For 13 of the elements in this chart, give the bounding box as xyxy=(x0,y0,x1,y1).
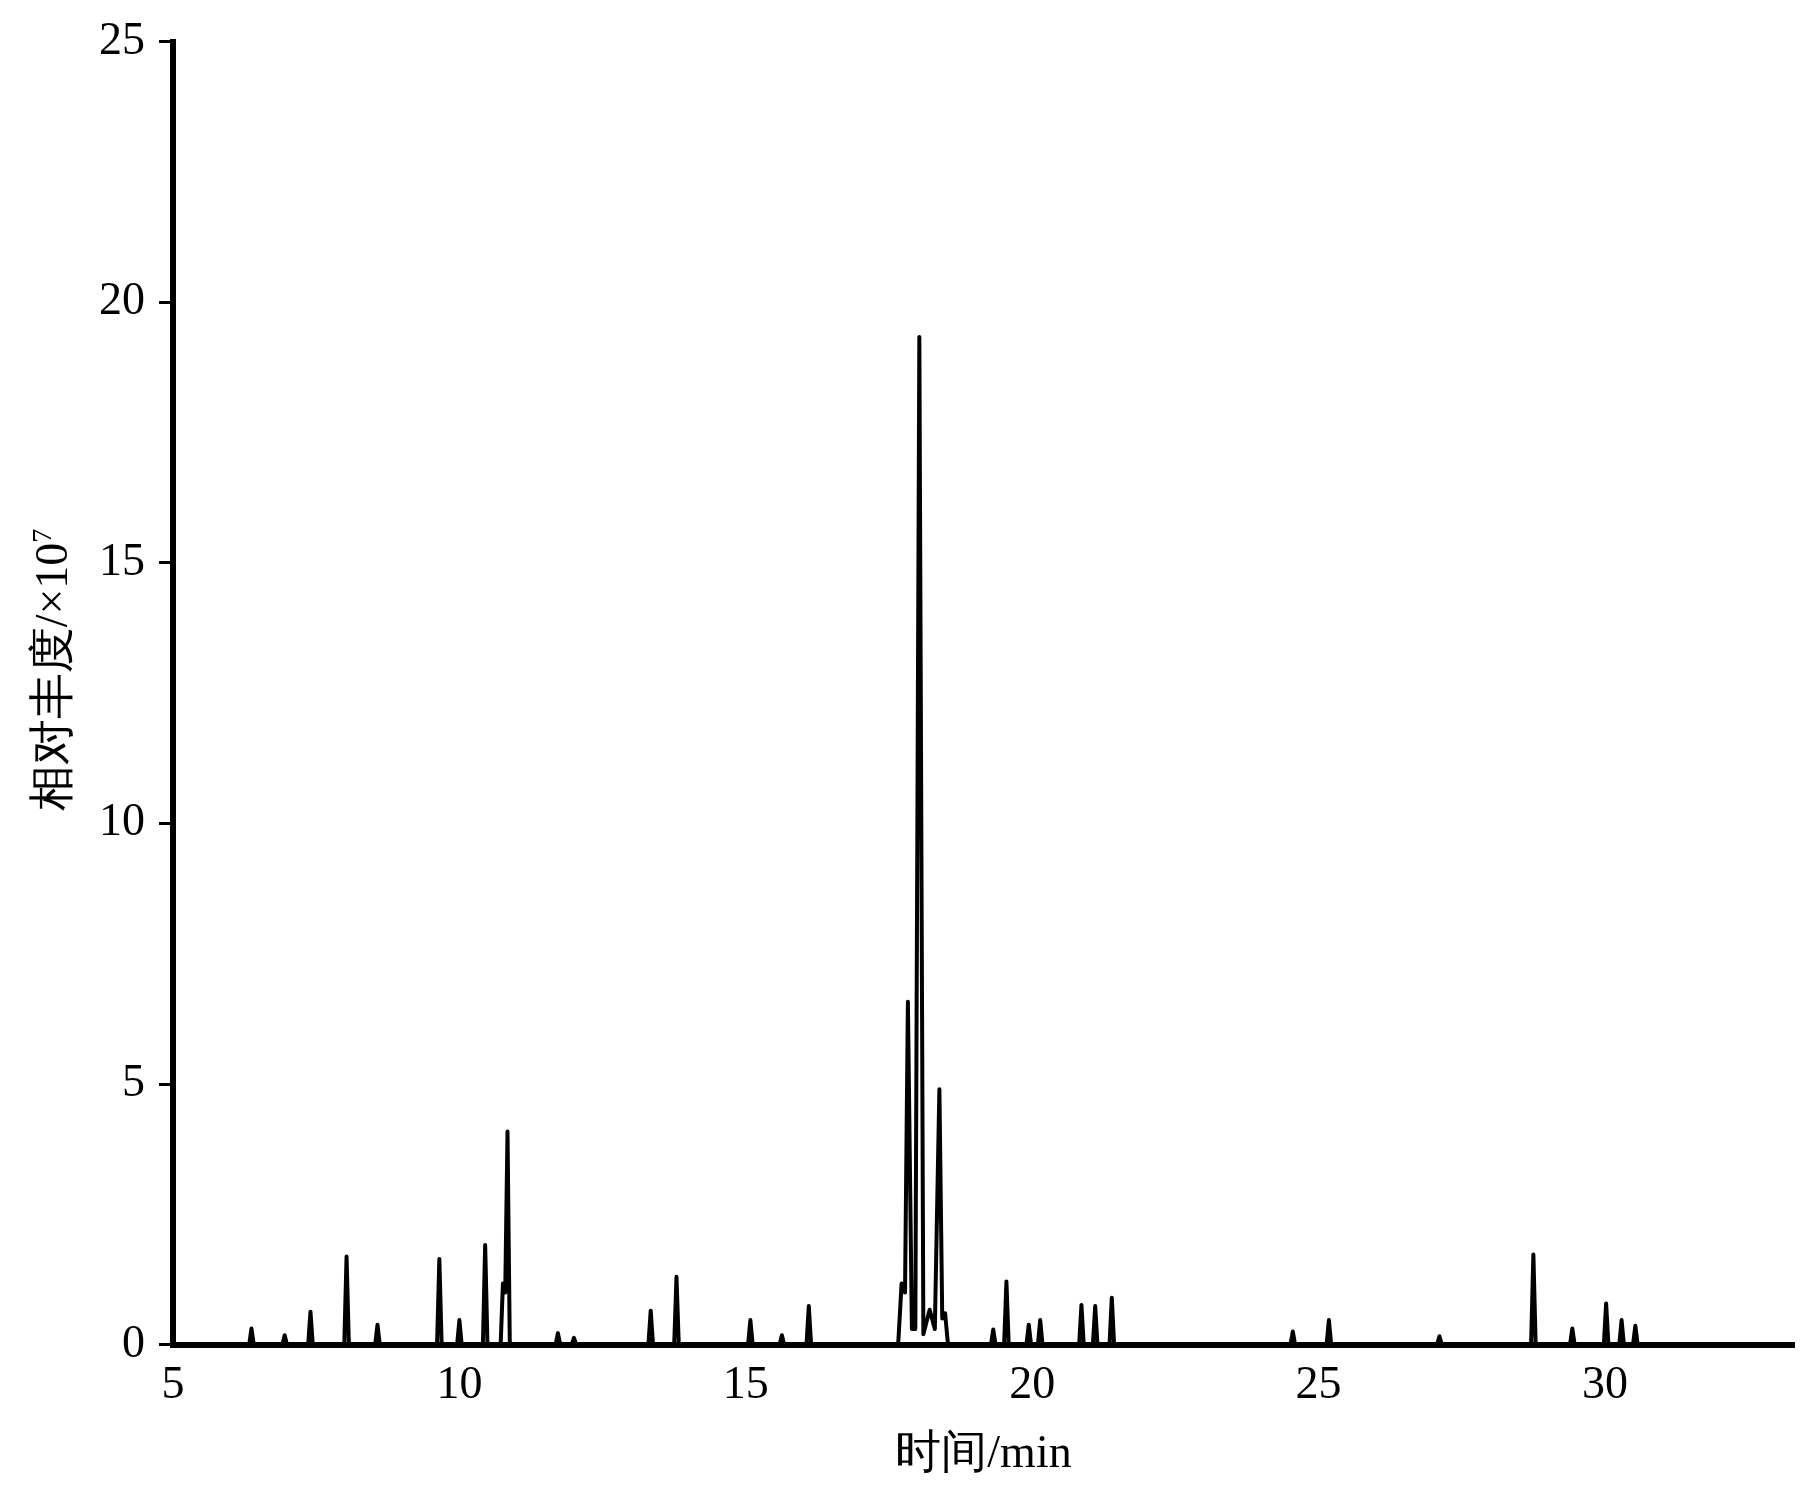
y-tick-label: 10 xyxy=(99,794,145,846)
x-tick-label: 10 xyxy=(436,1357,483,1409)
y-tick-label: 15 xyxy=(99,533,145,585)
x-tick-label: 15 xyxy=(722,1357,769,1409)
x-tick-label: 25 xyxy=(1295,1357,1342,1409)
x-axis-title: 时间/min xyxy=(895,1426,1072,1478)
x-tick-label: 20 xyxy=(1009,1357,1056,1409)
y-tick-label: 0 xyxy=(122,1315,145,1367)
x-tick-label: 5 xyxy=(161,1357,185,1409)
x-tick-label: 30 xyxy=(1581,1357,1628,1409)
y-tick-label: 20 xyxy=(99,273,145,325)
y-tick-label: 25 xyxy=(99,12,145,64)
y-tick-label: 5 xyxy=(122,1055,145,1107)
